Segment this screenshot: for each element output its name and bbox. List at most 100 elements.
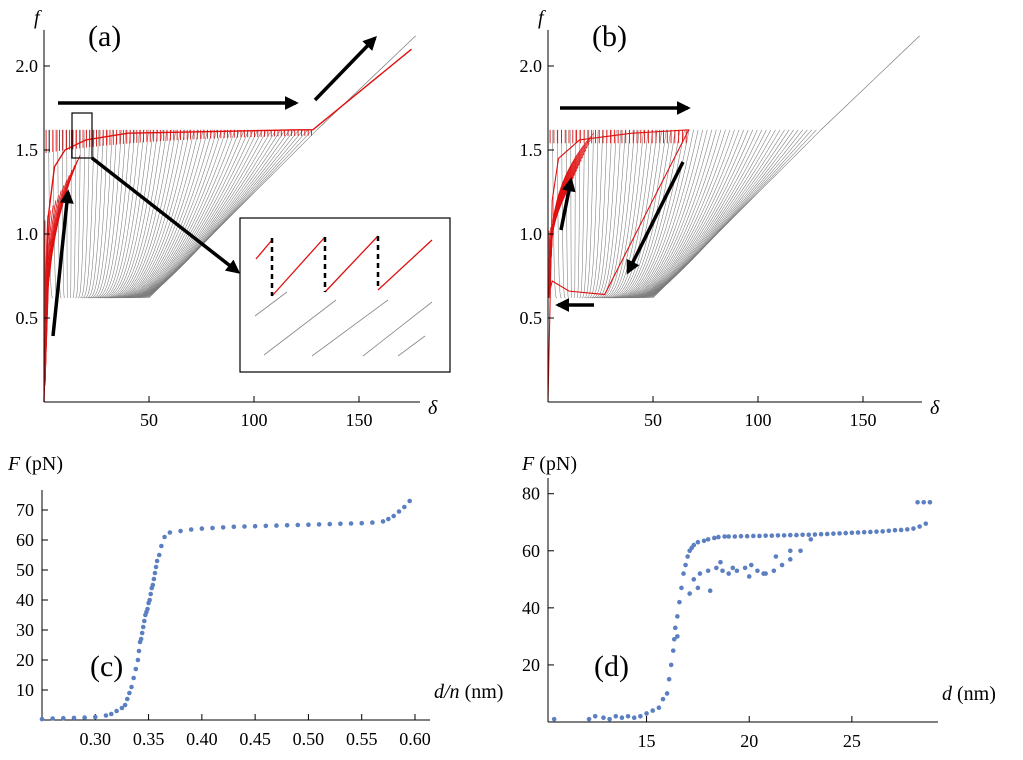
branch-curve xyxy=(574,129,576,299)
data-point xyxy=(145,606,150,612)
panel-a-inset xyxy=(239,217,451,373)
data-point xyxy=(915,499,920,505)
data-point xyxy=(738,533,744,539)
data-point xyxy=(178,528,183,534)
data-point xyxy=(761,571,766,576)
data-point xyxy=(619,715,625,721)
data-point xyxy=(625,713,631,719)
panel-b-ticks: 50 100 150 0.5 1.0 1.5 2.0 xyxy=(520,56,877,430)
branch-curve xyxy=(94,129,127,299)
panel-d-y-label: F (pN) xyxy=(521,453,577,475)
y-tick-label: 2.0 xyxy=(520,56,543,76)
data-point xyxy=(152,570,158,576)
branch-curve xyxy=(638,129,763,299)
panel-b: 50 100 150 0.5 1.0 1.5 2.0 f δ (b) xyxy=(520,7,941,430)
x-tick-label: 100 xyxy=(745,410,772,430)
data-point xyxy=(162,534,167,540)
panel-b-x-label: δ xyxy=(930,397,940,419)
branch-curve xyxy=(565,129,569,299)
branch-curve xyxy=(597,129,626,299)
data-point xyxy=(122,702,128,708)
branch-curve xyxy=(631,129,735,299)
branch-curve xyxy=(131,129,245,299)
branch-curve xyxy=(595,129,622,299)
data-point xyxy=(284,523,290,528)
data-point xyxy=(154,558,160,564)
branch-curve xyxy=(81,129,95,299)
data-point xyxy=(644,711,649,716)
red-path xyxy=(43,48,412,403)
branch-curve xyxy=(629,129,726,299)
data-point xyxy=(671,636,677,642)
data-point xyxy=(656,705,662,711)
x-tick-label: 50 xyxy=(644,410,662,430)
branch-curve xyxy=(621,129,699,299)
panel-b-y-label: f xyxy=(538,7,546,29)
x-tick-label: 20 xyxy=(740,731,758,751)
data-point xyxy=(148,591,154,597)
branch-curve xyxy=(640,129,772,299)
data-point xyxy=(917,524,922,529)
y-tick-label: 1.0 xyxy=(520,224,543,244)
inset-red-segment xyxy=(271,236,326,297)
data-point xyxy=(252,523,258,529)
branch-curve xyxy=(123,129,218,299)
branch-curve xyxy=(600,129,635,299)
panel-a-loading-path xyxy=(43,48,412,403)
branch-curve xyxy=(637,129,758,299)
branch-curve xyxy=(99,129,140,299)
branch-curve xyxy=(591,129,612,299)
data-point xyxy=(348,521,354,526)
panel-a-y-label: f xyxy=(34,7,42,29)
data-point xyxy=(140,624,146,630)
branch-curve xyxy=(128,129,236,299)
data-point xyxy=(773,554,779,559)
data-point xyxy=(631,715,637,721)
y-tick-label: 20 xyxy=(522,655,540,675)
red-branch xyxy=(44,154,81,386)
data-point xyxy=(151,576,157,582)
data-point xyxy=(868,529,873,535)
branch-curve xyxy=(106,129,159,299)
branch-curve xyxy=(585,129,599,299)
branch-curve xyxy=(589,129,608,299)
data-point xyxy=(771,568,777,574)
data-point xyxy=(911,526,916,531)
data-point xyxy=(849,530,855,536)
branch-curve xyxy=(593,129,617,299)
data-point xyxy=(787,532,793,538)
y-tick-label: 70 xyxy=(16,500,34,520)
data-point xyxy=(92,714,98,720)
data-point xyxy=(763,533,768,538)
data-point xyxy=(742,565,748,571)
data-point xyxy=(71,715,77,721)
data-point xyxy=(837,531,842,536)
data-point xyxy=(638,713,643,719)
panel-d-label: (d) xyxy=(594,650,629,683)
data-point xyxy=(787,548,793,554)
data-point xyxy=(551,716,557,722)
panel-b-branch-family xyxy=(552,35,920,299)
branch-curve xyxy=(622,129,703,299)
x-tick-label: 50 xyxy=(140,410,158,430)
branch-curve xyxy=(619,129,694,299)
data-point xyxy=(734,568,740,574)
data-point xyxy=(39,716,45,722)
branch-curve xyxy=(636,129,754,299)
data-point xyxy=(898,527,904,533)
branch-curve xyxy=(117,129,195,299)
branch-curve xyxy=(630,129,731,299)
branch-curve xyxy=(121,129,209,299)
data-point xyxy=(50,716,55,721)
data-point xyxy=(666,676,672,682)
data-point xyxy=(701,538,707,544)
data-point xyxy=(396,509,402,514)
data-point xyxy=(306,522,311,527)
panel-d-ticks: 15 20 25 20 40 60 80 xyxy=(522,484,861,751)
data-point xyxy=(402,504,407,510)
branch-curve xyxy=(126,129,227,299)
panel-c-y-var: F xyxy=(7,453,21,475)
data-point xyxy=(672,625,678,631)
panel-b-arrow-down xyxy=(626,161,685,275)
branch-curve xyxy=(98,129,136,299)
